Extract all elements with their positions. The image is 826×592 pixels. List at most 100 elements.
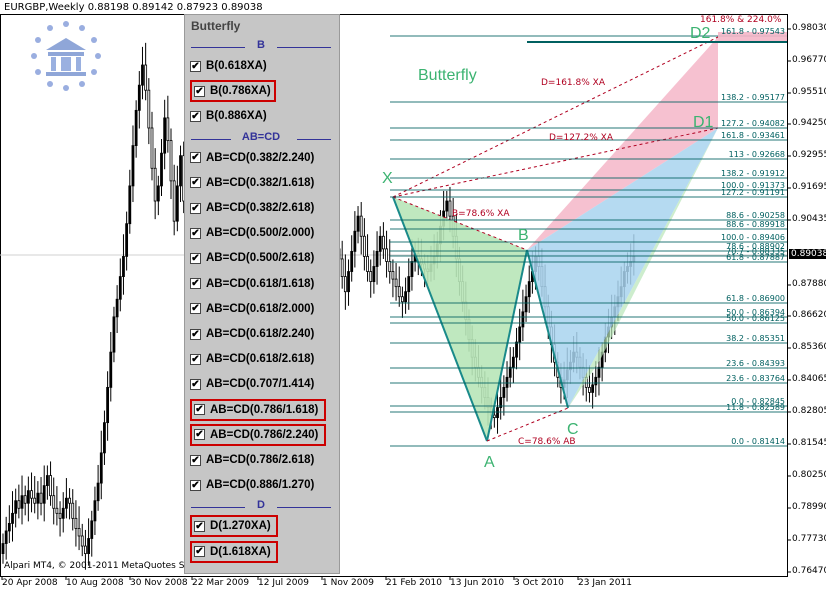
- candle-body: [372, 266, 376, 283]
- leg-ab: [486, 249, 528, 442]
- checkbox[interactable]: ✔: [190, 278, 201, 290]
- fib-level-label: 23.6 - 0.83764: [726, 374, 785, 383]
- option-row[interactable]: ✔ AB=CD(0.382/2.240): [190, 147, 330, 169]
- option-row[interactable]: ✔ B(0.786XA): [190, 80, 276, 103]
- candle-body: [521, 311, 525, 328]
- date-axis-label: 21 Feb 2010: [386, 578, 443, 588]
- candle-body: [1, 543, 5, 555]
- price-axis-label: 0.81545: [792, 438, 826, 448]
- candle-body: [499, 397, 503, 408]
- fib-level-label: 78.6 - 0.88902: [726, 242, 785, 251]
- option-row[interactable]: ✔ AB=CD(0.786/2.618): [190, 449, 330, 471]
- candle-body: [93, 500, 97, 522]
- option-label: AB=CD(0.382/2.618): [206, 202, 315, 214]
- current-price-label: 0.89038: [789, 249, 826, 259]
- option-row[interactable]: ✔ AB=CD(0.500/2.000): [190, 222, 330, 244]
- group-header-label: B: [257, 39, 265, 51]
- option-row[interactable]: ✔ AB=CD(0.382/1.618): [190, 172, 330, 194]
- option-row[interactable]: ✔ AB=CD(0.618/2.618): [190, 348, 330, 370]
- option-row[interactable]: ✔ AB=CD(0.618/1.618): [190, 273, 330, 295]
- candle-body: [26, 490, 30, 504]
- option-row[interactable]: ✔ B(0.886XA): [190, 105, 330, 127]
- checkbox[interactable]: ✔: [190, 303, 201, 315]
- checkbox[interactable]: ✔: [190, 479, 201, 491]
- candle-body: [160, 152, 163, 187]
- candle-body: [527, 281, 531, 298]
- checkbox[interactable]: ✔: [190, 378, 201, 390]
- option-row[interactable]: ✔ AB=CD(0.618/2.240): [190, 323, 330, 345]
- candle-body: [137, 84, 141, 111]
- bcd-triangle: [527, 128, 718, 408]
- checkbox[interactable]: ✔: [194, 429, 205, 441]
- fib-level-label: 127.2 - 0.94082: [721, 119, 785, 128]
- group-header-label: AB=CD: [241, 130, 281, 143]
- option-row[interactable]: ✔ B(0.618XA): [190, 55, 330, 77]
- checkbox[interactable]: ✔: [190, 227, 201, 239]
- option-row[interactable]: ✔ AB=CD(0.618/2.000): [190, 298, 330, 320]
- candle-body: [163, 117, 167, 154]
- candle-body: [30, 490, 33, 499]
- candle-body: [407, 276, 411, 293]
- checkbox[interactable]: ✔: [190, 60, 201, 72]
- price-axis-label: 0.91695: [792, 182, 826, 192]
- price-axis-label: 0.84065: [792, 374, 826, 384]
- option-row[interactable]: ✔ AB=CD(0.786/2.240): [190, 423, 326, 446]
- price-axis-label: 0.90435: [792, 214, 826, 224]
- option-label: B(0.618XA): [206, 60, 267, 72]
- candle-body: [588, 386, 591, 393]
- checkbox[interactable]: ✔: [190, 202, 201, 214]
- candle-body: [505, 376, 509, 388]
- candle-body: [71, 502, 75, 519]
- price-axis-label: 0.76470: [792, 566, 826, 576]
- candle-body: [375, 250, 379, 267]
- checkbox[interactable]: ✔: [194, 546, 205, 558]
- fib-level-label: 70.7 - 0.88335: [726, 247, 785, 256]
- fib-level-label: 61.8 - 0.87887: [726, 253, 785, 262]
- option-row[interactable]: ✔ D(1.270XA): [190, 515, 278, 538]
- candle-body: [14, 500, 18, 514]
- option-row[interactable]: ✔ AB=CD(0.382/2.618): [190, 197, 330, 219]
- checkbox[interactable]: ✔: [190, 328, 201, 340]
- candle-body: [401, 296, 404, 303]
- point-label-d1: D1: [693, 114, 714, 131]
- candle-body: [591, 384, 595, 393]
- option-row[interactable]: ✔ D(1.618XA): [190, 540, 278, 563]
- candle-body: [112, 316, 116, 353]
- option-row[interactable]: ✔ AB=CD(0.707/1.414): [190, 373, 330, 395]
- option-label: AB=CD(0.618/2.000): [206, 302, 315, 315]
- checkbox[interactable]: ✔: [194, 404, 205, 416]
- checkbox[interactable]: ✔: [190, 152, 201, 164]
- checkbox[interactable]: ✔: [190, 110, 201, 122]
- option-label: D(1.270XA): [210, 520, 271, 533]
- fib-level-label: 23.6 - 0.84393: [726, 359, 785, 368]
- checkbox[interactable]: ✔: [190, 252, 201, 264]
- fib-level-label: 127.2 - 0.91191: [721, 188, 785, 197]
- candle-body: [445, 200, 449, 212]
- fib-level-label: 138.2 - 0.95177: [721, 93, 785, 102]
- option-row[interactable]: ✔ AB=CD(0.500/2.618): [190, 247, 330, 269]
- candle-body: [397, 286, 401, 298]
- candle-body: [410, 261, 414, 277]
- checkbox[interactable]: ✔: [194, 520, 205, 532]
- candle-body: [115, 298, 119, 318]
- candle-body: [23, 495, 27, 504]
- candle-body: [404, 291, 407, 303]
- option-label: AB=CD(0.382/1.618): [206, 176, 315, 189]
- candle-body: [58, 512, 62, 519]
- option-row[interactable]: ✔ AB=CD(0.786/1.618): [190, 398, 326, 421]
- option-row[interactable]: ✔ AB=CD(0.886/1.270): [190, 474, 330, 496]
- leg-bc: [526, 249, 569, 409]
- fib-level-label: 0.0 - 0.81414: [731, 437, 785, 446]
- group-divider: [297, 138, 331, 140]
- checkbox[interactable]: ✔: [190, 177, 201, 189]
- checkbox[interactable]: ✔: [190, 454, 201, 466]
- candle-body: [4, 530, 8, 544]
- option-label: AB=CD(0.382/2.240): [206, 151, 315, 164]
- candle-body: [511, 356, 515, 368]
- checkbox[interactable]: ✔: [190, 353, 201, 365]
- checkbox[interactable]: ✔: [194, 85, 205, 97]
- candle-body: [109, 351, 113, 388]
- fib-level-label: 100.0 - 0.89406: [721, 233, 785, 242]
